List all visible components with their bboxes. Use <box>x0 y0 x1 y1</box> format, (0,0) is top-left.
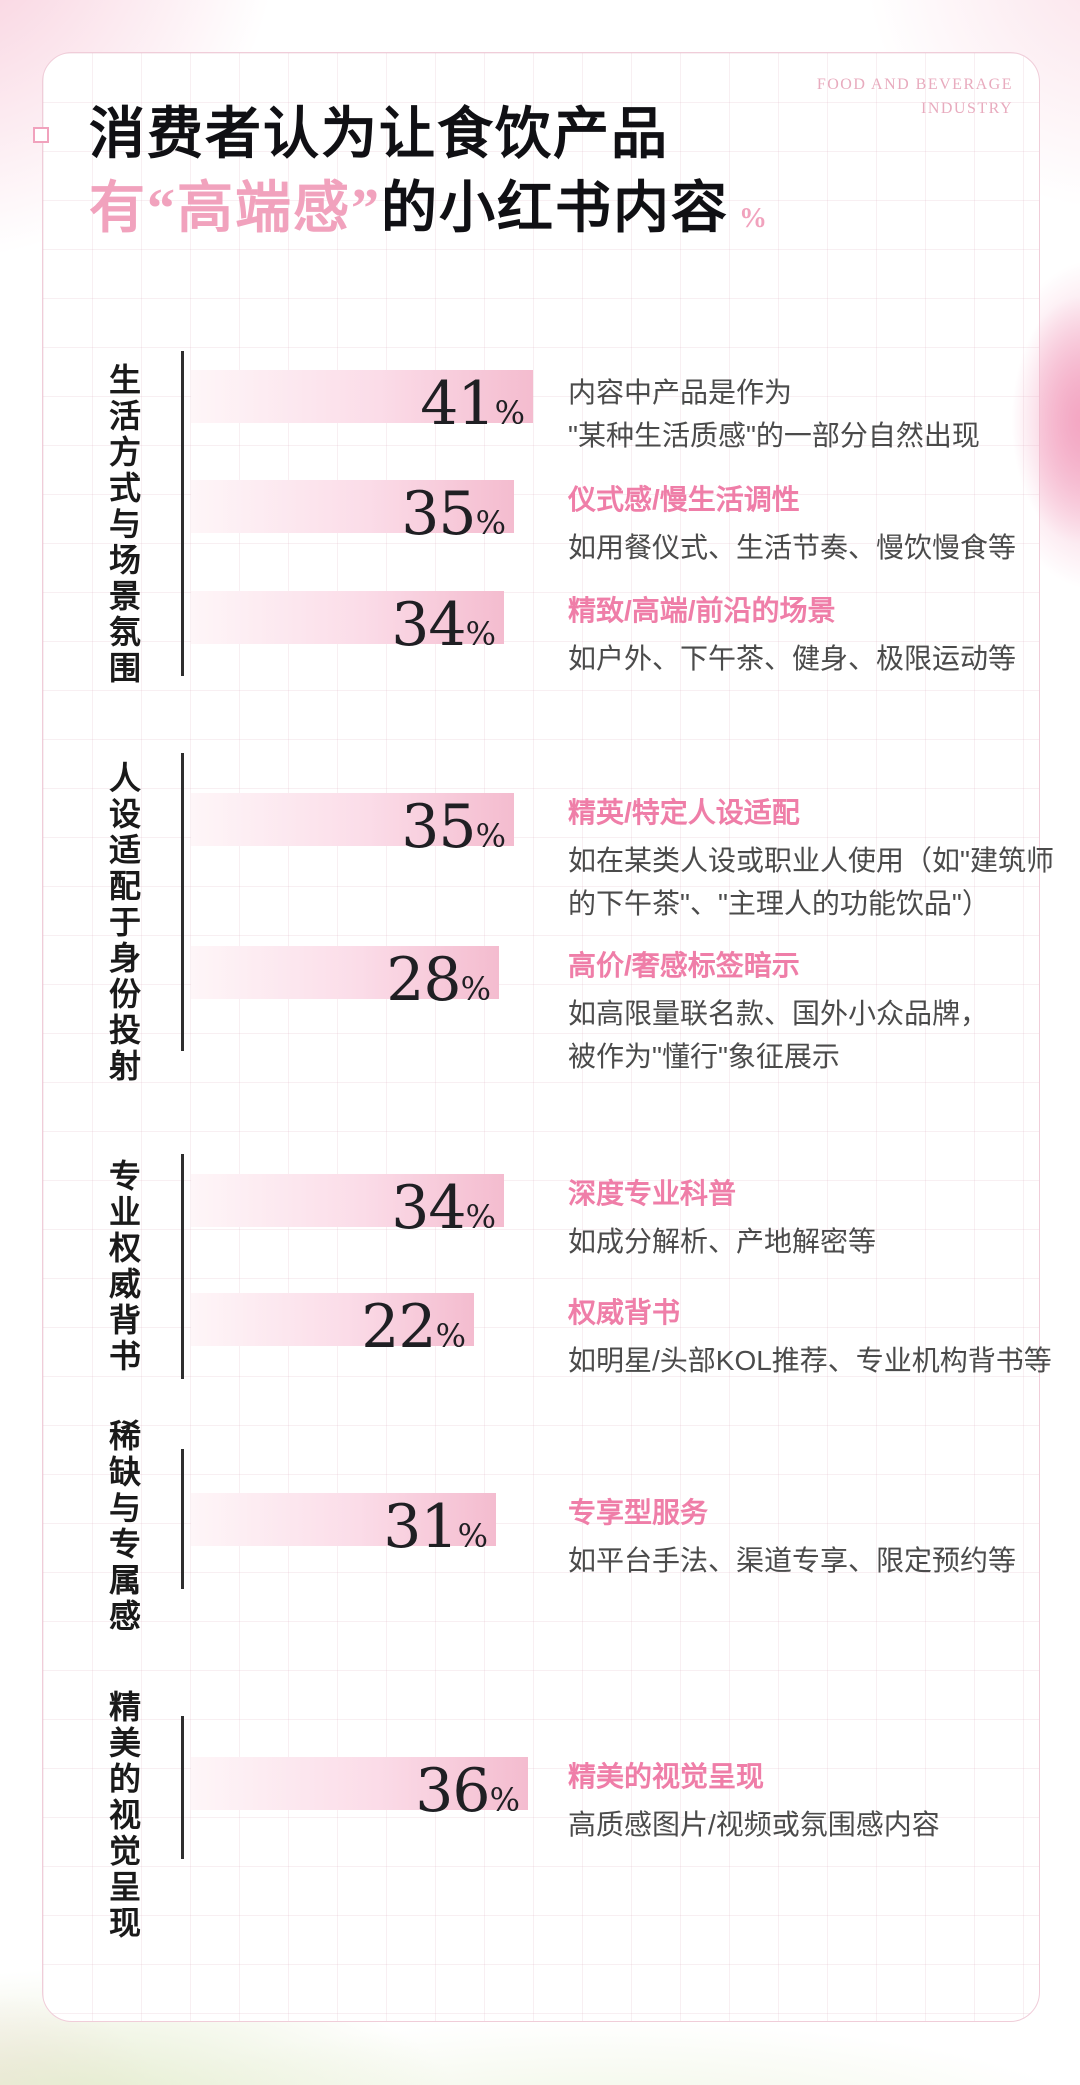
item-desc-line: 如户外、下午茶、健身、极限运动等 <box>568 643 1017 674</box>
category-label: 稀缺与专属感 <box>105 1419 141 1635</box>
bar-value: 34% <box>391 1173 496 1243</box>
title-line1: 消费者认为让食饮产品 <box>89 104 669 166</box>
category-divider-line <box>181 1154 184 1379</box>
bar-value: 35% <box>401 479 506 549</box>
item-desc-line: 如明星/头部KOL推荐、专业机构背书等 <box>568 1345 1052 1376</box>
bar-description: 精英/特定人设适配如在某类人设或职业人使用（如"建筑师 的下午茶"、"主理人的功能… <box>568 795 1054 925</box>
category-label: 精美的视觉呈现 <box>105 1690 141 1942</box>
category-divider-line <box>181 1449 184 1589</box>
value-bar: 34% <box>191 1174 504 1238</box>
percent-sign: % <box>460 970 491 1008</box>
title-accent: 有“高端感” <box>89 178 381 240</box>
percent-sign: % <box>465 1198 496 1236</box>
bar-row: 41% 内容中产品是作为 "某种生活质感"的一部分自然出现 <box>191 370 1029 451</box>
item-heading: 专享型服务 <box>568 1497 709 1528</box>
bar-description: 精美的视觉呈现高质感图片/视频或氛围感内容 <box>568 1759 1038 1847</box>
bar-value: 36% <box>415 1756 520 1826</box>
value-bar: 41% <box>191 370 533 434</box>
value-bar: 31% <box>191 1493 496 1557</box>
item-heading: 精美的视觉呈现 <box>568 1761 765 1792</box>
value-bar: 35% <box>191 793 514 857</box>
category-label: 生活方式与场景氛围 <box>105 363 141 687</box>
category-divider-line <box>181 351 184 676</box>
category-label: 人设适配于身份投射 <box>105 761 141 1085</box>
item-desc-line: 内容中产品是作为 <box>568 377 793 408</box>
bar-description: 专享型服务如平台手法、渠道专享、限定预约等 <box>568 1495 1038 1583</box>
percent-sign: % <box>465 615 496 653</box>
bar-row: 34% 深度专业科普如成分解析、产地解密等 <box>191 1174 1029 1257</box>
title-line2: 有“高端感”的小红书内容% <box>89 181 769 237</box>
category-divider-line <box>181 1716 184 1859</box>
value-bar: 28% <box>191 946 499 1010</box>
item-desc-line: 被作为"懂行"象征展示 <box>568 1040 840 1072</box>
industry-tagline: FOOD AND BEVERAGE INDUSTRY <box>817 73 1013 121</box>
bar-value: 28% <box>386 945 491 1015</box>
item-desc-line: 如高限量联名款、国外小众品牌， <box>568 998 989 1029</box>
value-bar: 35% <box>191 480 514 544</box>
item-heading: 仪式感/慢生活调性 <box>568 484 800 515</box>
item-desc-line: "某种生活质感"的一部分自然出现 <box>568 419 980 451</box>
item-heading: 精英/特定人设适配 <box>568 797 800 828</box>
bar-value: 35% <box>401 792 506 862</box>
percent-sign: % <box>475 817 506 855</box>
bar-row: 35% 仪式感/慢生活调性如用餐仪式、生活节奏、慢饮慢食等 <box>191 480 1029 563</box>
value-bar: 22% <box>191 1293 474 1357</box>
percent-sign: % <box>457 1517 488 1555</box>
item-desc-line: 的下午茶"、"主理人的功能饮品"） <box>568 887 990 919</box>
value-bar: 34% <box>191 591 504 655</box>
item-desc-line: 高质感图片/视频或氛围感内容 <box>568 1809 940 1840</box>
percent-sign: % <box>494 394 525 432</box>
square-deco-icon <box>33 127 49 143</box>
bar-row: 34% 精致/高端/前沿的场景如户外、下午茶、健身、极限运动等 <box>191 591 1029 674</box>
item-desc-line: 如在某类人设或职业人使用（如"建筑师 <box>568 845 1054 876</box>
bar-row: 35% 精英/特定人设适配如在某类人设或职业人使用（如"建筑师 的下午茶"、"主理人… <box>191 793 1054 919</box>
bar-description: 内容中产品是作为 "某种生活质感"的一部分自然出现 <box>568 372 1038 457</box>
bar-row: 31% 专享型服务如平台手法、渠道专享、限定预约等 <box>191 1493 1029 1576</box>
bar-description: 高价/奢感标签暗示如高限量联名款、国外小众品牌， 被作为"懂行"象征展示 <box>568 948 1038 1078</box>
bar-value: 41% <box>420 369 525 439</box>
percent-sign: % <box>435 1317 466 1355</box>
chart-card: FOOD AND BEVERAGE INDUSTRY 消费者认为让食饮产品 有“… <box>33 52 1054 2022</box>
bar-description: 仪式感/慢生活调性如用餐仪式、生活节奏、慢饮慢食等 <box>568 482 1038 570</box>
value-bar: 36% <box>191 1757 528 1821</box>
tagline-line1: FOOD AND BEVERAGE <box>816 76 1013 93</box>
title-rest: 的小红书内容 <box>381 178 729 240</box>
item-heading: 精致/高端/前沿的场景 <box>568 595 836 626</box>
bar-value: 31% <box>383 1492 488 1562</box>
bar-value: 22% <box>361 1292 466 1362</box>
item-heading: 权威背书 <box>568 1297 681 1328</box>
bar-row: 22% 权威背书如明星/头部KOL推荐、专业机构背书等 <box>191 1293 1052 1376</box>
item-desc-line: 如平台手法、渠道专享、限定预约等 <box>568 1545 1017 1576</box>
page-title: 消费者认为让食饮产品 有“高端感”的小红书内容% <box>89 104 767 237</box>
bar-row: 28% 高价/奢感标签暗示如高限量联名款、国外小众品牌， 被作为"懂行"象征展示 <box>191 946 1029 1072</box>
bar-description: 权威背书如明星/头部KOL推荐、专业机构背书等 <box>568 1295 1052 1383</box>
category-label: 专业权威背书 <box>105 1159 141 1375</box>
title-percent-unit: % <box>739 203 769 234</box>
bar-value: 34% <box>391 590 496 660</box>
percent-sign: % <box>475 504 506 542</box>
item-heading: 高价/奢感标签暗示 <box>568 950 800 981</box>
bar-description: 精致/高端/前沿的场景如户外、下午茶、健身、极限运动等 <box>568 593 1038 681</box>
item-heading: 深度专业科普 <box>568 1178 737 1209</box>
item-desc-line: 如用餐仪式、生活节奏、慢饮慢食等 <box>568 532 1017 563</box>
percent-sign: % <box>489 1781 520 1819</box>
tagline-line2: INDUSTRY <box>920 100 1013 117</box>
item-desc-line: 如成分解析、产地解密等 <box>568 1226 877 1257</box>
bar-description: 深度专业科普如成分解析、产地解密等 <box>568 1176 1038 1264</box>
bar-row: 36% 精美的视觉呈现高质感图片/视频或氛围感内容 <box>191 1757 1029 1840</box>
category-divider-line <box>181 753 184 1051</box>
